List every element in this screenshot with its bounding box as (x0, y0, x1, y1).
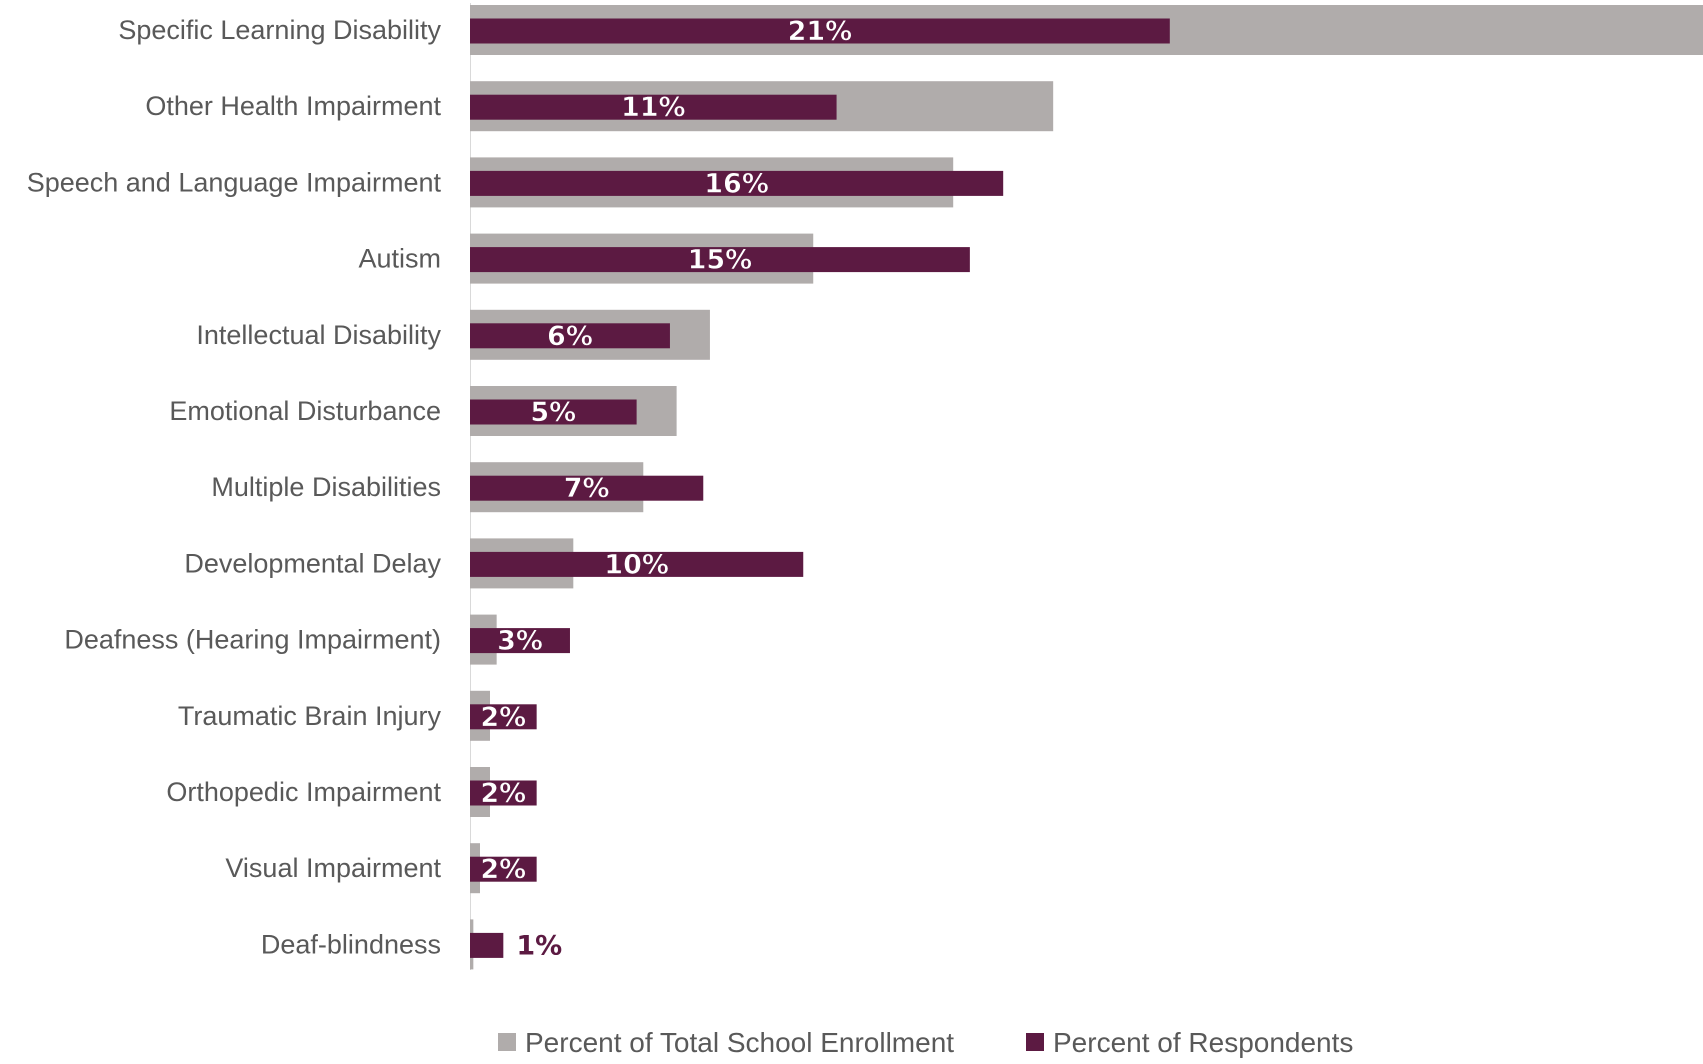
respondents-bar (470, 18, 1170, 44)
respondents-bar (470, 551, 804, 577)
legend-label-enrollment: Percent of Total School Enrollment (525, 1027, 954, 1058)
respondents-bar (470, 856, 537, 882)
category-label: Intellectual Disability (196, 320, 441, 350)
data-label: 16% (704, 168, 769, 199)
category-label: Autism (358, 244, 441, 274)
respondents-bar (470, 399, 637, 425)
category-label: Other Health Impairment (145, 91, 441, 121)
data-label: 6% (547, 321, 593, 352)
legend-swatch-enrollment (498, 1033, 516, 1051)
category-label: Specific Learning Disability (118, 15, 441, 45)
data-label: 15% (688, 245, 753, 276)
respondents-bar (470, 170, 1004, 196)
respondents-bar (470, 94, 837, 120)
legend-label-respondents: Percent of Respondents (1053, 1027, 1353, 1058)
data-label: 2% (480, 778, 526, 809)
category-label: Emotional Disturbance (169, 396, 441, 426)
category-label: Visual Impairment (225, 853, 441, 883)
legend-swatch-respondents (1026, 1033, 1044, 1051)
respondents-bar (470, 475, 704, 501)
category-label: Traumatic Brain Injury (178, 701, 442, 731)
bars-layer (470, 5, 1703, 970)
data-label: 10% (604, 549, 669, 580)
category-label: Orthopedic Impairment (166, 777, 441, 807)
respondents-bar (470, 323, 670, 349)
data-label: 11% (621, 92, 686, 123)
data-label: 3% (497, 626, 543, 657)
respondents-bar (470, 247, 970, 273)
data-label: 5% (530, 397, 576, 428)
category-label: Deaf-blindness (261, 929, 441, 959)
category-label: Deafness (Hearing Impairment) (64, 625, 441, 655)
data-label: 2% (480, 702, 526, 733)
category-label: Speech and Language Impairment (27, 167, 442, 197)
data-label: 1% (516, 930, 562, 961)
category-label: Developmental Delay (184, 548, 441, 578)
data-label: 2% (480, 854, 526, 885)
legend: Percent of Total School Enrollment Perce… (498, 1027, 1353, 1058)
labels-layer: Specific Learning Disability 21% Other Hea… (27, 15, 853, 961)
data-label: 7% (564, 473, 610, 504)
respondents-bar (470, 628, 570, 654)
respondents-bar (470, 932, 504, 958)
category-label: Multiple Disabilities (211, 472, 441, 502)
respondents-bar (470, 704, 537, 730)
respondents-bar (470, 780, 537, 806)
data-label: 21% (788, 16, 853, 47)
